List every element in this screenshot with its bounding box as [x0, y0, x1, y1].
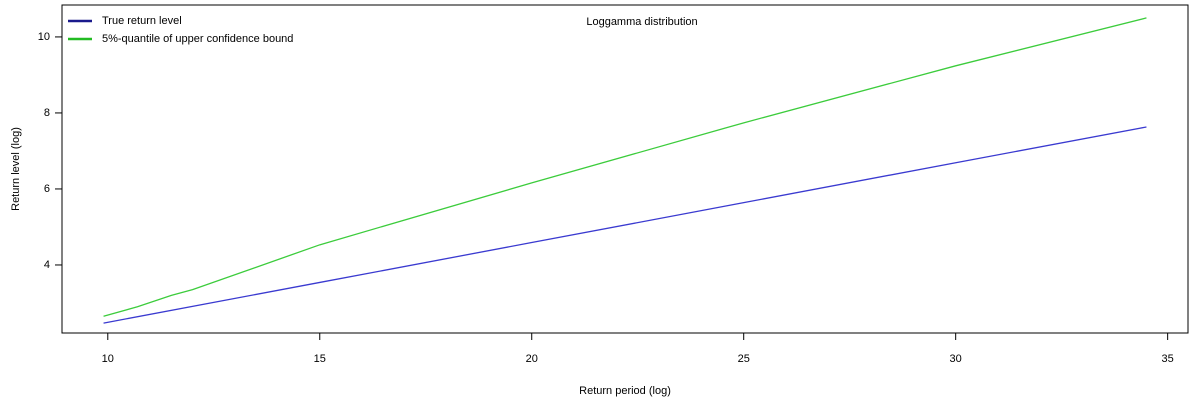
chart-title: Loggamma distribution: [586, 16, 697, 28]
x-tick-label: 15: [314, 353, 326, 365]
y-tick-label: 4: [44, 259, 50, 271]
y-tick-label: 10: [38, 31, 50, 43]
x-axis-label: Return period (log): [579, 385, 671, 397]
y-axis-label: Return level (log): [10, 127, 22, 211]
x-tick-label: 20: [526, 353, 538, 365]
legend-label: 5%-quantile of upper confidence bound: [102, 33, 293, 45]
x-tick-label: 30: [950, 353, 962, 365]
y-tick-label: 6: [44, 183, 50, 195]
x-tick-label: 35: [1162, 353, 1174, 365]
y-tick-label: 8: [44, 107, 50, 119]
x-tick-label: 10: [102, 353, 114, 365]
legend-label: True return level: [102, 15, 182, 27]
plot-frame: [61, 4, 1189, 334]
x-tick-label: 25: [738, 353, 750, 365]
series-line: [103, 17, 1147, 317]
series-line: [103, 126, 1147, 324]
